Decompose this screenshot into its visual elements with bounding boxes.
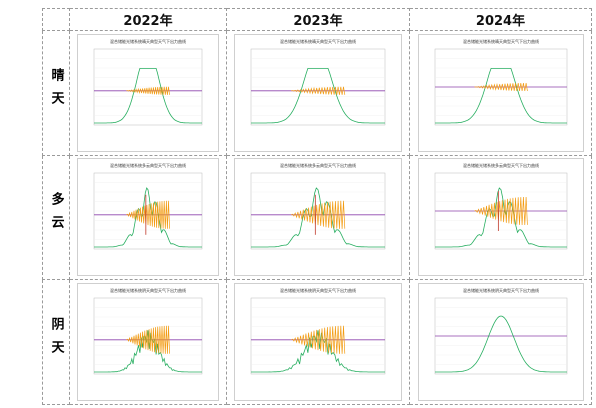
pv-curve [434, 315, 567, 373]
pv-curve [94, 67, 202, 124]
year-header: 2024年 [409, 8, 592, 31]
chart-cell: 混合储能光储系统晴天典型天气下出力曲线 [226, 30, 410, 156]
table-row: 多云 混合储能光储系统多云典型天气下出力曲线 混合储能光储系统多云典型天气下出力曲线… [42, 154, 592, 281]
chart-title: 混合储能光储系统阴天典型天气下出力曲线 [280, 287, 356, 293]
chart-title: 混合储能光储系统多云典型天气下出力曲线 [110, 162, 186, 168]
row-label-cell: 阴天 [42, 279, 70, 405]
pv-curve [94, 330, 202, 373]
chart-cell: 混合储能光储系统阴天典型天气下出力曲线 [226, 279, 410, 405]
chart-title: 混合储能光储系统晴天典型天气下出力曲线 [280, 38, 356, 44]
chart-cell: 混合储能光储系统多云典型天气下出力曲线 [69, 154, 227, 281]
storage-curve [291, 325, 346, 354]
chart-image: 混合储能光储系统阴天典型天气下出力曲线 [93, 287, 203, 375]
chart-image: 混合储能光储系统阴天典型天气下出力曲线 [434, 287, 567, 375]
chart-frame: 混合储能光储系统阴天典型天气下出力曲线 [234, 283, 402, 402]
row-label: 阴天 [48, 317, 64, 364]
chart-title: 混合储能光储系统阴天典型天气下出力曲线 [463, 287, 539, 293]
chart-cell: 混合储能光储系统阴天典型天气下出力曲线 [409, 279, 592, 405]
chart-cell: 混合储能光储系统多云典型天气下出力曲线 [226, 154, 410, 281]
chart-title: 混合储能光储系统晴天典型天气下出力曲线 [463, 38, 539, 44]
storage-curve [126, 325, 170, 354]
chart-image: 混合储能光储系统多云典型天气下出力曲线 [93, 162, 203, 250]
comparison-table: 2022年 2023年 2024年 晴天 混合储能光储系统晴天典型天气下出力曲线混… [42, 8, 592, 405]
chart-frame: 混合储能光储系统晴天典型天气下出力曲线 [234, 33, 402, 152]
table-row: 阴天 混合储能光储系统阴天典型天气下出力曲线 混合储能光储系统阴天典型天气下出力曲线… [42, 279, 592, 405]
chart-image: 混合储能光储系统晴天典型天气下出力曲线 [93, 38, 203, 126]
chart-cell: 混合储能光储系统晴天典型天气下出力曲线 [409, 30, 592, 156]
table-row: 晴天 混合储能光储系统晴天典型天气下出力曲线 混合储能光储系统晴天典型天气下出力曲线… [42, 30, 592, 156]
storage-curve [126, 86, 170, 95]
pv-curve [94, 187, 202, 248]
chart-cell: 混合储能光储系统阴天典型天气下出力曲线 [69, 279, 227, 405]
pv-curve [251, 67, 385, 124]
chart-image: 混合储能光储系统多云典型天气下出力曲线 [250, 162, 386, 250]
storage-curve [291, 86, 346, 95]
chart-image: 混合储能光储系统晴天典型天气下出力曲线 [250, 38, 386, 126]
chart-frame: 混合储能光储系统多云典型天气下出力曲线 [417, 158, 584, 277]
chart-cell: 混合储能光储系统多云典型天气下出力曲线 [409, 154, 592, 281]
header-row: 2022年 2023年 2024年 [42, 8, 592, 31]
chart-title: 混合储能光储系统晴天典型天气下出力曲线 [110, 38, 186, 44]
chart-cell: 混合储能光储系统晴天典型天气下出力曲线 [69, 30, 227, 156]
chart-frame: 混合储能光储系统阴天典型天气下出力曲线 [77, 283, 219, 402]
chart-frame: 混合储能光储系统多云典型天气下出力曲线 [77, 158, 219, 277]
corner [42, 8, 70, 31]
year-header: 2022年 [69, 8, 227, 31]
chart-image: 混合储能光储系统多云典型天气下出力曲线 [434, 162, 567, 250]
chart-image: 混合储能光储系统晴天典型天气下出力曲线 [434, 38, 567, 126]
storage-curve [126, 201, 170, 230]
row-label-cell: 晴天 [42, 30, 70, 156]
chart-image: 混合储能光储系统阴天典型天气下出力曲线 [250, 287, 386, 375]
chart-title: 混合储能光储系统多云典型天气下出力曲线 [280, 162, 356, 168]
chart-title: 混合储能光储系统阴天典型天气下出力曲线 [110, 287, 186, 293]
storage-curve [291, 201, 346, 230]
chart-frame: 混合储能光储系统阴天典型天气下出力曲线 [417, 283, 584, 402]
pv-curve [251, 330, 385, 373]
row-label: 多云 [48, 192, 64, 239]
pv-curve [434, 187, 567, 248]
storage-curve [473, 197, 528, 226]
table-wrap: 2022年 2023年 2024年 晴天 混合储能光储系统晴天典型天气下出力曲线混… [42, 8, 592, 405]
pv-curve [434, 67, 567, 124]
chart-frame: 混合储能光储系统多云典型天气下出力曲线 [234, 158, 402, 277]
chart-frame: 混合储能光储系统晴天典型天气下出力曲线 [77, 33, 219, 152]
chart-title: 混合储能光储系统多云典型天气下出力曲线 [463, 162, 539, 168]
row-label-cell: 多云 [42, 154, 70, 281]
pv-curve [251, 187, 385, 248]
row-label: 晴天 [48, 67, 64, 114]
storage-curve [474, 82, 528, 91]
chart-frame: 混合储能光储系统晴天典型天气下出力曲线 [417, 33, 584, 152]
year-header: 2023年 [226, 8, 410, 31]
